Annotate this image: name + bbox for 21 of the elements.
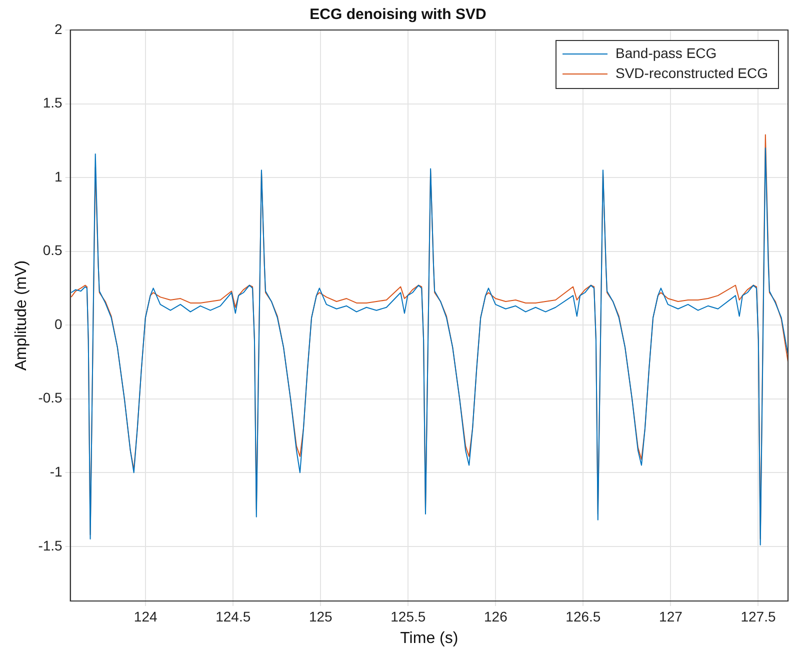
x-tick-label: 125.5 [390, 608, 426, 624]
y-tick-label: 1 [54, 168, 63, 184]
legend-label: SVD-reconstructed ECG [616, 64, 768, 81]
x-tick-label: 125 [308, 608, 333, 624]
y-tick-label: 1.5 [42, 94, 63, 111]
x-tick-label: 126 [484, 608, 508, 624]
y-tick-label: 0.5 [42, 242, 63, 258]
legend-label: Band-pass ECG [616, 44, 717, 61]
chart-title: ECG denoising with SVD [310, 6, 486, 24]
y-tick-label: -1.5 [38, 537, 63, 554]
x-axis-title: Time (s) [400, 630, 458, 647]
x-tick-label: 126.5 [566, 608, 601, 624]
y-tick-label: -0.5 [38, 390, 63, 406]
y-axis-title: Amplitude (mV) [13, 260, 30, 371]
x-tick-label: 127 [659, 608, 683, 624]
x-tick-label: 127.5 [740, 608, 776, 624]
x-tick-label: 124 [134, 608, 158, 624]
y-tick-label: 0 [54, 316, 63, 332]
y-tick-label: 2 [54, 20, 63, 37]
y-tick-label: -1 [50, 463, 63, 480]
x-tick-label: 124.5 [216, 608, 251, 624]
